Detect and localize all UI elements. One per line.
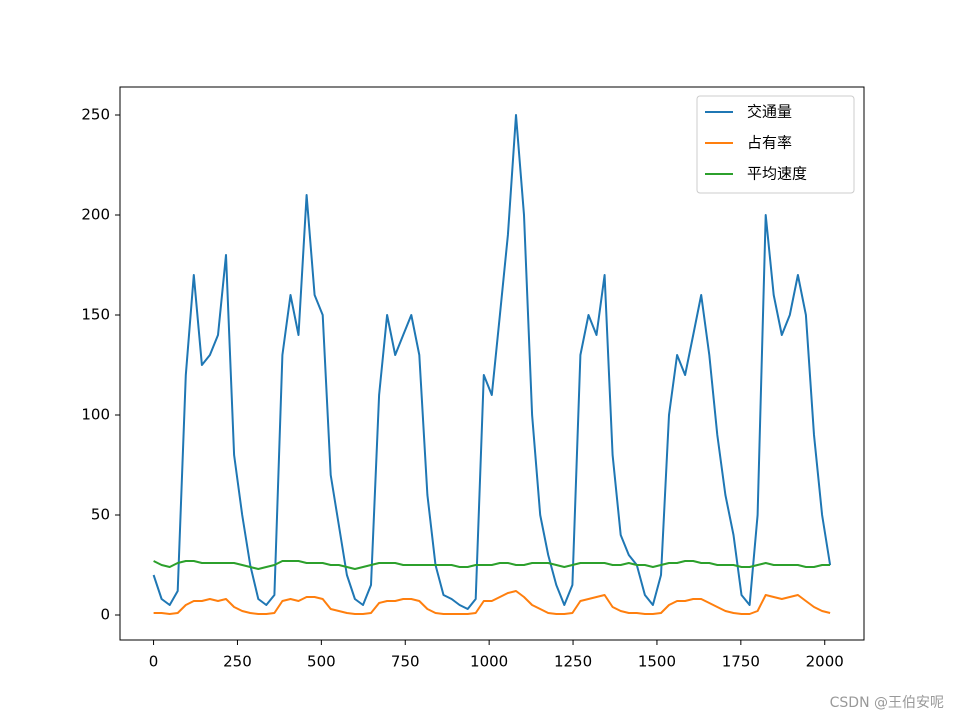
y-tick-label: 100 [81, 406, 110, 424]
watermark: CSDN @王伯安呢 [830, 695, 944, 711]
series-line [152, 114, 832, 610]
legend-label: 平均速度 [747, 165, 807, 183]
x-tick-label: 2000 [806, 653, 844, 671]
y-tick-label: 0 [100, 606, 110, 624]
plot-frame [119, 86, 865, 641]
y-tick-label: 200 [81, 206, 110, 224]
legend-label: 交通量 [747, 103, 792, 121]
x-tick-label: 500 [307, 653, 336, 671]
y-tick-label: 250 [81, 106, 110, 124]
x-tick-label: 1750 [722, 653, 760, 671]
legend-box [696, 95, 855, 194]
x-tick-label: 1000 [470, 653, 508, 671]
legend-label: 占有率 [747, 134, 792, 152]
x-tick-label: 0 [149, 653, 159, 671]
series-line [153, 560, 831, 570]
series-line [153, 590, 831, 615]
y-tick-label: 50 [91, 506, 110, 524]
x-tick-label: 750 [391, 653, 420, 671]
x-tick-label: 1250 [554, 653, 592, 671]
x-tick-label: 1500 [638, 653, 676, 671]
y-tick-label: 150 [81, 306, 110, 324]
x-tick-label: 250 [223, 653, 252, 671]
